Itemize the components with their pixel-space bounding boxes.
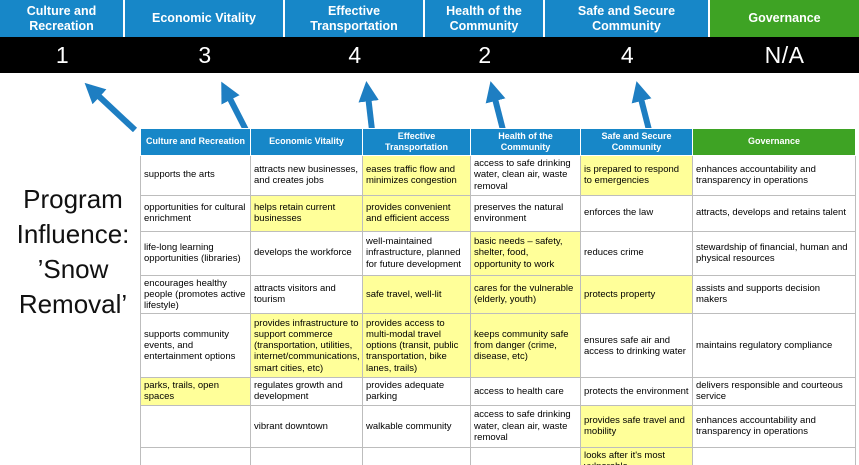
matrix-cell: eases traffic flow and minimizes congest… xyxy=(362,154,471,196)
matrix-cell: basic needs – safety, shelter, food, opp… xyxy=(470,230,581,276)
matrix-cell: enforces the law xyxy=(580,194,693,232)
matrix-cell xyxy=(362,446,471,465)
matrix-cell: preserves the natural environment xyxy=(470,194,581,232)
matrix-cell: access to safe drinking water, clean air… xyxy=(470,154,581,196)
matrix-column-header: Effective Transportation xyxy=(362,128,471,156)
matrix-cell: supports the arts xyxy=(140,154,251,196)
score-value: N/A xyxy=(764,41,805,68)
matrix-cell: delivers responsible and courteous servi… xyxy=(692,377,856,406)
matrix-cell xyxy=(470,446,581,465)
score-value: 4 xyxy=(620,41,635,68)
matrix-row: life-long learning opportunities (librar… xyxy=(140,230,856,276)
matrix-cell: provides access to multi-modal travel op… xyxy=(362,313,471,379)
matrix-cell: cares for the vulnerable (elderly, youth… xyxy=(470,274,581,315)
arrows-layer xyxy=(84,81,652,132)
matrix-column-header: Safe and Secure Community xyxy=(580,128,693,156)
matrix-cell: attracts visitors and tourism xyxy=(250,274,363,315)
matrix-cell: regulates growth and development xyxy=(250,377,363,406)
matrix-row: vibrant downtown walkable community access… xyxy=(140,404,856,448)
matrix-cell: access to safe drinking water, clean air… xyxy=(470,404,581,448)
matrix-row: looks after it's most vulnerable xyxy=(140,446,856,465)
matrix-cell: safe travel, well-lit xyxy=(362,274,471,315)
matrix-header-row: Culture and Recreation Economic Vitality E… xyxy=(140,128,856,156)
matrix-cell: provides adequate parking xyxy=(362,377,471,406)
scoreboard-labels: Culture and Recreation Economic Vitality E… xyxy=(0,0,859,37)
matrix-cell: protects property xyxy=(580,274,693,315)
matrix-cell: supports community events, and entertain… xyxy=(140,313,251,379)
matrix-cell: enhances accountability and transparency… xyxy=(692,404,856,448)
scoreboard-label: Economic Vitality xyxy=(125,0,285,37)
matrix-cell: attracts, develops and retains talent xyxy=(692,194,856,232)
matrix-cell: opportunities for cultural enrichment xyxy=(140,194,251,232)
scoreboard-label: Governance xyxy=(710,0,859,37)
influence-arrow-health xyxy=(485,81,506,131)
matrix-row: encourages healthy people (promotes acti… xyxy=(140,274,856,315)
score-value: 3 xyxy=(198,41,212,68)
matrix-cell: walkable community xyxy=(362,404,471,448)
matrix-cell: keeps community safe from danger (crime,… xyxy=(470,313,581,379)
matrix-row: opportunities for cultural enrichment hel… xyxy=(140,194,856,232)
matrix-cell: develops the workforce xyxy=(250,230,363,276)
matrix-cell: looks after it's most vulnerable xyxy=(580,446,693,465)
matrix-cell: attracts new businesses, and creates job… xyxy=(250,154,363,196)
influence-arrow-safety xyxy=(631,81,652,131)
matrix-cell: life-long learning opportunities (librar… xyxy=(140,230,251,276)
matrix-row: supports community events, and entertain… xyxy=(140,313,856,379)
matrix-cell: vibrant downtown xyxy=(250,404,363,448)
matrix-cell: enhances accountability and transparency… xyxy=(692,154,856,196)
matrix-cell: ensures safe air and access to drinking … xyxy=(580,313,693,379)
matrix-cell: provides infrastructure to support comme… xyxy=(250,313,363,379)
matrix-cell: provides convenient and efficient access xyxy=(362,194,471,232)
matrix-cell xyxy=(692,446,856,465)
matrix-cell: is prepared to respond to emergencies xyxy=(580,154,693,196)
program-title: Program Influence: ’Snow Removal’ xyxy=(16,184,130,320)
scoreboard-label: Health of the Community xyxy=(425,0,545,37)
matrix-cell: maintains regulatory compliance xyxy=(692,313,856,379)
score-value: 2 xyxy=(478,41,492,68)
matrix-cell: assists and supports decision makers xyxy=(692,274,856,315)
matrix-column-header: Economic Vitality xyxy=(250,128,363,156)
matrix-cell xyxy=(250,446,363,465)
matrix-cell xyxy=(140,404,251,448)
influence-matrix: Culture and Recreation Economic Vitality E… xyxy=(140,128,856,465)
matrix-cell: protects the environment xyxy=(580,377,693,406)
scoreboard-label: Effective Transportation xyxy=(285,0,425,37)
matrix-cell: well-maintained infrastructure, planned … xyxy=(362,230,471,276)
scoreboard-label: Safe and Secure Community xyxy=(545,0,710,37)
matrix-column-header: Health of the Community xyxy=(470,128,581,156)
scoreboard-scores: 1 3 4 2 4 N/A xyxy=(0,37,859,73)
matrix-body: supports the arts attracts new businesses… xyxy=(140,154,856,465)
matrix-cell: encourages healthy people (promotes acti… xyxy=(140,274,251,315)
matrix-cell: parks, trails, open spaces xyxy=(140,377,251,406)
influence-arrow-culture xyxy=(84,82,138,132)
matrix-cell: access to health care xyxy=(470,377,581,406)
scoreboard-label: Culture and Recreation xyxy=(0,0,125,37)
matrix-column-header: Culture and Recreation xyxy=(140,128,251,156)
score-value: 4 xyxy=(348,41,362,68)
score-value: 1 xyxy=(55,41,70,68)
matrix-cell: provides safe travel and mobility xyxy=(580,404,693,448)
influence-arrow-economic xyxy=(221,81,249,132)
influence-arrow-transportation xyxy=(358,81,379,131)
matrix-cell xyxy=(140,446,251,465)
matrix-cell: stewardship of financial, human and phys… xyxy=(692,230,856,276)
matrix-cell: reduces crime xyxy=(580,230,693,276)
matrix-column-header: Governance xyxy=(692,128,856,156)
matrix-cell: helps retain current businesses xyxy=(250,194,363,232)
matrix-row: supports the arts attracts new businesses… xyxy=(140,154,856,196)
matrix-row: parks, trails, open spaces regulates grow… xyxy=(140,377,856,406)
